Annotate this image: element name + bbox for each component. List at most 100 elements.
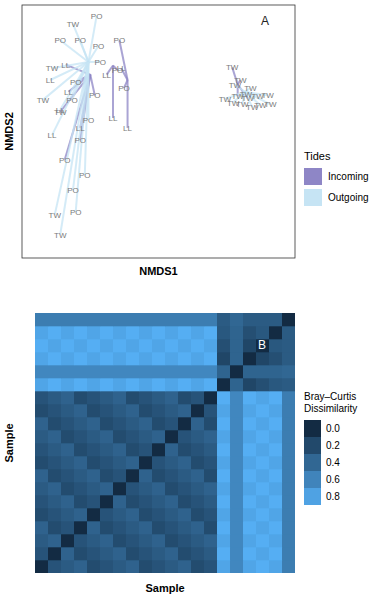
heatmap-cell [126, 469, 139, 482]
heatmap-cell [100, 495, 113, 508]
heatmap-cell [165, 469, 178, 482]
heatmap-cell [139, 560, 152, 573]
heatmap-cell [282, 534, 295, 547]
heatmap-cell [243, 417, 256, 430]
heatmap-cell [230, 469, 243, 482]
heatmap-cell [165, 534, 178, 547]
heatmap-cell [87, 430, 100, 443]
heatmap-cell [256, 521, 269, 534]
heatmap-cell [61, 469, 74, 482]
heatmap-cell [35, 534, 48, 547]
heatmap-cell [204, 326, 217, 339]
heatmap-cell [87, 326, 100, 339]
panel-label: A [261, 14, 269, 28]
heatmap-cell [61, 339, 74, 352]
heatmap-cell [152, 404, 165, 417]
heatmap-cell [217, 326, 230, 339]
heatmap-cell [269, 352, 282, 365]
x-axis-label: Sample [145, 582, 184, 594]
heatmap-cell [230, 391, 243, 404]
heatmap-cell [74, 378, 87, 391]
heatmap-cell [139, 313, 152, 326]
heatmap-cell [191, 365, 204, 378]
heatmap-cell [139, 521, 152, 534]
heatmap-cell [100, 508, 113, 521]
heatmap-cell [126, 339, 139, 352]
heatmap-cell [61, 521, 74, 534]
heatmap-cell [61, 508, 74, 521]
point-label: PO [70, 78, 82, 87]
heatmap-cell [126, 521, 139, 534]
heatmap-cell [87, 547, 100, 560]
heatmap-cell [48, 521, 61, 534]
heatmap-cell [191, 417, 204, 430]
heatmap-cell [61, 547, 74, 560]
heatmap-cell [256, 352, 269, 365]
heatmap-cell [217, 456, 230, 469]
heatmap-cell [48, 547, 61, 560]
heatmap-cell [126, 404, 139, 417]
heatmap-cell [204, 456, 217, 469]
heatmap-cell [152, 430, 165, 443]
heatmap-cell [204, 547, 217, 560]
heatmap-cell [269, 326, 282, 339]
heatmap-cell [48, 365, 61, 378]
heatmap-cell [230, 339, 243, 352]
heatmap-cell [243, 508, 256, 521]
heatmap-cell [139, 365, 152, 378]
heatmap-cell [165, 443, 178, 456]
heatmap-cell [113, 456, 126, 469]
heatmap-cell [178, 326, 191, 339]
heatmap-cell [282, 482, 295, 495]
heatmap-cell [243, 469, 256, 482]
heatmap-cell [165, 352, 178, 365]
heatmap-cell [204, 482, 217, 495]
heatmap-cell [113, 443, 126, 456]
heatmap-cell [113, 378, 126, 391]
point-label: TW [46, 64, 59, 73]
heatmap-cell [256, 404, 269, 417]
heatmap-cell [48, 560, 61, 573]
heatmap-cell [113, 521, 126, 534]
heatmap-cell [204, 404, 217, 417]
heatmap-cell [230, 508, 243, 521]
heatmap-cell [269, 378, 282, 391]
heatmap-cell [243, 495, 256, 508]
heatmap-cell [269, 495, 282, 508]
heatmap-cell [178, 482, 191, 495]
heatmap-cell [230, 547, 243, 560]
heatmap-cell [152, 443, 165, 456]
heatmap-cell [282, 339, 295, 352]
heatmap-cell [139, 378, 152, 391]
heatmap-cell [204, 469, 217, 482]
panel-label: B [258, 338, 266, 352]
heatmap-cell [230, 313, 243, 326]
heatmap-cell [48, 430, 61, 443]
heatmap-cell [178, 339, 191, 352]
heatmap-cell [243, 339, 256, 352]
heatmap-cell [139, 430, 152, 443]
heatmap-cell [256, 339, 269, 352]
heatmap-cell [217, 378, 230, 391]
heatmap-cell [243, 456, 256, 469]
heatmap-cell [243, 326, 256, 339]
heatmap-cell [126, 326, 139, 339]
point-label: PO [59, 156, 71, 165]
heatmap-cell [35, 391, 48, 404]
heatmap-cell [191, 495, 204, 508]
heatmap-cell [61, 430, 74, 443]
heatmap-cell [178, 430, 191, 443]
heatmap-cell [152, 339, 165, 352]
heatmap-cell [113, 560, 126, 573]
heatmap-cell [87, 456, 100, 469]
heatmap-cell [100, 443, 113, 456]
heatmap-cell [230, 560, 243, 573]
heatmap-cell [204, 443, 217, 456]
heatmap-cell [230, 495, 243, 508]
heatmap-cell [282, 365, 295, 378]
heatmap-cell [282, 469, 295, 482]
heatmap-cell [165, 339, 178, 352]
point-label: TW [49, 211, 62, 220]
heatmap-cell [61, 495, 74, 508]
heatmap-cell [48, 391, 61, 404]
